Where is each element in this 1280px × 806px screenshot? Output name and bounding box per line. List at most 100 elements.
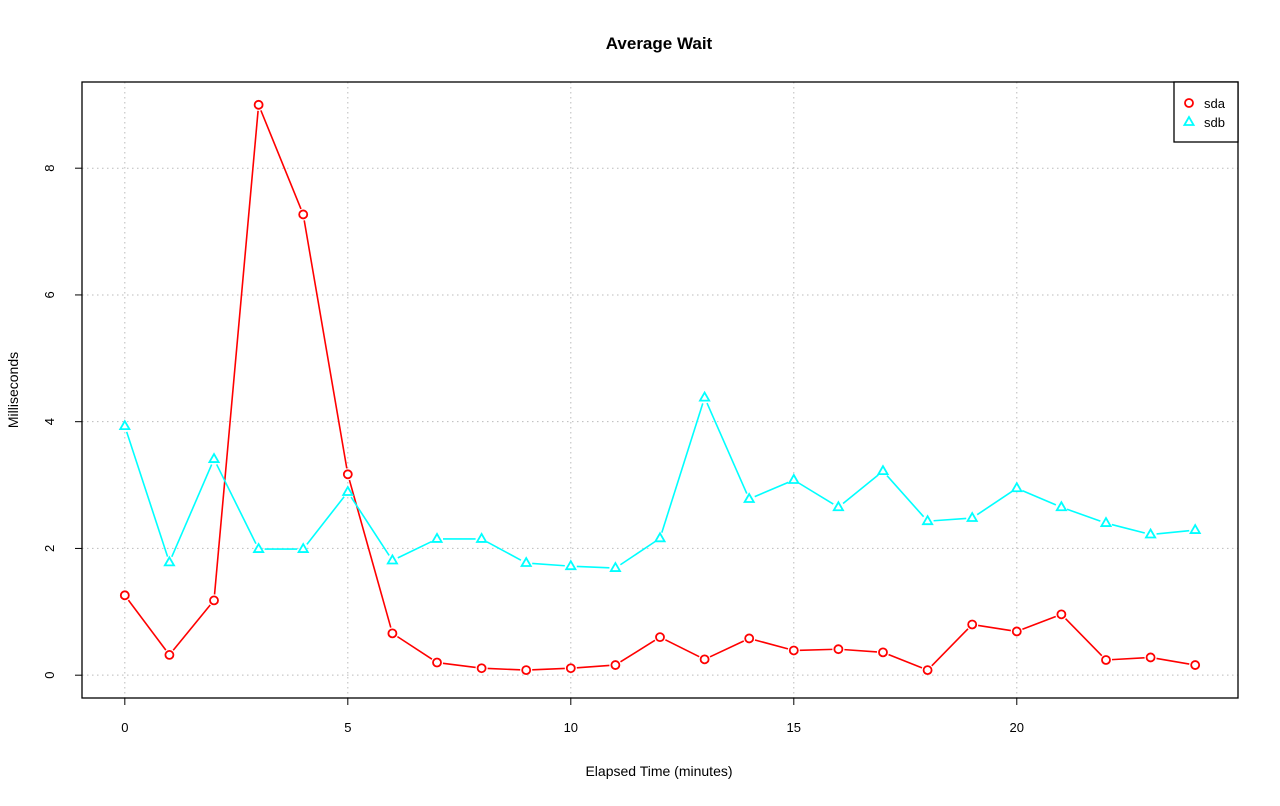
legend-label-sda: sda: [1204, 96, 1226, 111]
sda-point: [967, 619, 978, 630]
sda-line-segment: [754, 639, 789, 650]
sdb-line-segment: [532, 562, 565, 567]
sdb-point: [743, 492, 756, 503]
series: [118, 99, 1202, 676]
sda-line-segment: [1111, 656, 1145, 661]
sda-line-segment: [303, 220, 348, 469]
grid: [82, 82, 1238, 698]
plot-frame: [81, 81, 1239, 699]
sda-line-segment: [487, 667, 521, 671]
sdb-point: [297, 542, 310, 553]
sda-line-segment: [799, 648, 833, 652]
sdb-line-segment: [933, 517, 967, 522]
x-tick-label: 10: [564, 720, 578, 735]
x-tick-label: 0: [121, 720, 128, 735]
sda-point: [164, 650, 175, 660]
sdb-point: [564, 559, 577, 571]
sdb-line-segment: [1111, 523, 1145, 534]
sdb-point: [966, 511, 979, 522]
legend-box: [1173, 81, 1239, 143]
legend: sda sdb: [1173, 81, 1239, 143]
sda-point: [387, 628, 398, 639]
sda-line-segment: [396, 635, 433, 660]
sdb-point: [252, 542, 265, 553]
sda-point: [878, 647, 888, 658]
sda-point: [476, 663, 487, 674]
chart-title: Average Wait: [606, 34, 713, 53]
sdb-line-segment: [306, 496, 345, 545]
sdb-point: [386, 553, 399, 565]
sdb-point: [1055, 500, 1068, 512]
sdb-line-segment: [842, 474, 879, 505]
sda-line-segment: [665, 639, 700, 658]
sdb-line-segment: [619, 540, 656, 566]
legend-label-sdb: sdb: [1204, 115, 1225, 130]
sdb-line-segment: [576, 565, 610, 569]
y-tick-label: 4: [42, 418, 57, 425]
y-tick-label: 8: [42, 165, 57, 172]
x-axis-label: Elapsed Time (minutes): [585, 763, 732, 779]
sda-line-segment: [127, 599, 167, 651]
sda-point: [788, 645, 799, 656]
sda-line-segment: [442, 662, 476, 669]
sda-line-segment: [844, 648, 878, 653]
sda-point: [432, 657, 442, 668]
sda-point: [565, 663, 576, 674]
sda-line-segment: [576, 664, 610, 669]
sdb-line-segment: [976, 490, 1013, 516]
sda-line-segment: [213, 110, 259, 595]
sda-line-segment: [888, 653, 923, 669]
sdb-line-segment: [486, 541, 522, 561]
sda-point: [1184, 98, 1194, 108]
y-tick-label: 6: [42, 291, 57, 298]
sdb-point: [609, 561, 622, 572]
sda-line-segment: [260, 110, 302, 210]
y-axis-label: Milliseconds: [5, 352, 21, 428]
sda-point: [1145, 652, 1156, 663]
sdb-line-segment: [215, 464, 257, 545]
sdb-line-segment: [754, 481, 789, 498]
sdb-point: [207, 452, 221, 463]
sda-point: [298, 209, 309, 220]
x-tick-label: 20: [1010, 720, 1024, 735]
sda-line-segment: [709, 640, 745, 658]
axes: 0 5 10 15 20 0 2 4 6 8: [42, 165, 1024, 735]
sda-point: [1101, 655, 1111, 665]
sda-line-segment: [620, 639, 656, 663]
sda-point: [699, 654, 710, 665]
sdb-point: [921, 514, 934, 526]
sdb-line-segment: [350, 496, 390, 556]
sdb-line-segment: [661, 403, 704, 533]
sda-line-segment: [1022, 615, 1057, 631]
sda-point: [209, 595, 219, 606]
sda-point: [342, 469, 353, 480]
sdb-point: [163, 555, 176, 567]
sda-point: [1190, 660, 1201, 670]
x-tick-label: 5: [344, 720, 351, 735]
sdb-point: [698, 390, 711, 402]
sdb-line-segment: [1066, 508, 1101, 522]
sdb-point: [787, 473, 800, 484]
sda-point: [119, 590, 130, 601]
sda-point: [922, 665, 933, 676]
sda-point: [253, 99, 264, 110]
sdb-line-segment: [125, 431, 169, 557]
sdb-line-segment: [1156, 529, 1190, 535]
sdb-point: [1010, 481, 1023, 493]
sda-point: [833, 644, 844, 655]
x-tick-label: 15: [787, 720, 801, 735]
sda-line-segment: [977, 624, 1011, 632]
sdb-point: [475, 532, 488, 543]
sdb-point: [341, 485, 354, 496]
sdb-line-segment: [171, 464, 213, 558]
sda-point: [521, 665, 532, 676]
sdb-line-segment: [798, 482, 834, 505]
y-tick-label: 0: [42, 672, 57, 679]
sdb-point: [1189, 523, 1202, 534]
sda-point: [1056, 609, 1067, 620]
sda-point: [655, 632, 665, 643]
sdb-point: [520, 556, 533, 567]
sdb-point: [118, 419, 131, 431]
sdb-line-segment: [886, 475, 925, 518]
